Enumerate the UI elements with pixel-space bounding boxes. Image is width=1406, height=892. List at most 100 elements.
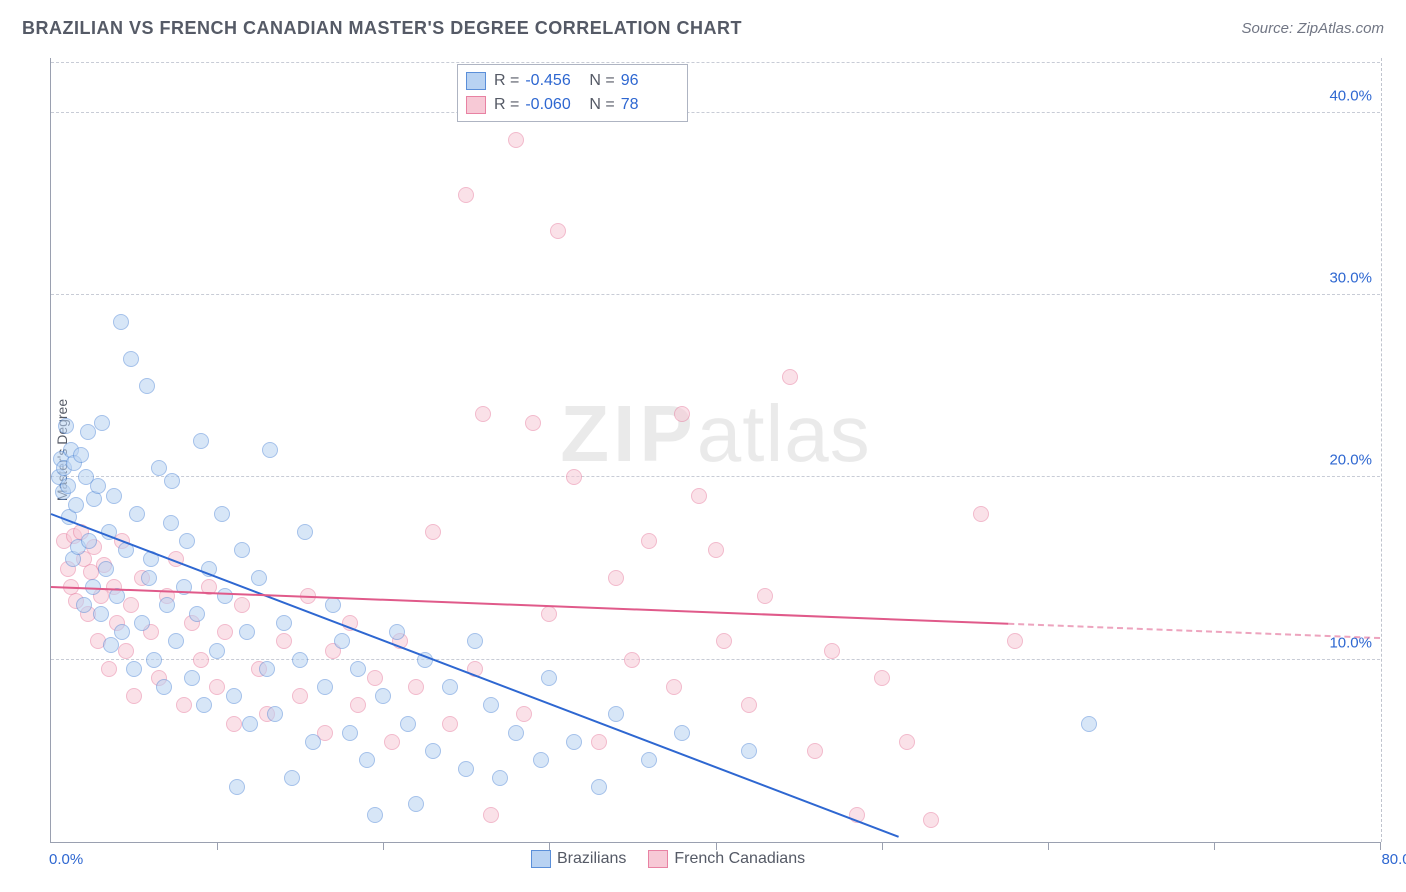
- data-point-french: [516, 706, 532, 722]
- data-point-brazilians: [566, 734, 582, 750]
- correlation-legend: R =-0.456N =96R =-0.060N =78: [457, 64, 688, 122]
- data-point-brazilians: [334, 633, 350, 649]
- data-point-french: [899, 734, 915, 750]
- data-point-brazilians: [317, 679, 333, 695]
- data-point-brazilians: [591, 779, 607, 795]
- data-point-brazilians: [139, 378, 155, 394]
- legend-item-french: French Canadians: [648, 850, 805, 868]
- data-point-brazilians: [483, 697, 499, 713]
- data-point-french: [101, 661, 117, 677]
- data-point-french: [508, 132, 524, 148]
- data-point-brazilians: [229, 779, 245, 795]
- data-point-brazilians: [674, 725, 690, 741]
- data-point-french: [608, 570, 624, 586]
- data-point-brazilians: [226, 688, 242, 704]
- chart-right-border: [1380, 58, 1382, 842]
- data-point-brazilians: [156, 679, 172, 695]
- legend-item-brazilians: Brazilians: [531, 850, 626, 868]
- data-point-french: [973, 506, 989, 522]
- data-point-brazilians: [113, 314, 129, 330]
- data-point-brazilians: [234, 542, 250, 558]
- data-point-brazilians: [262, 442, 278, 458]
- data-point-french: [757, 588, 773, 604]
- data-point-brazilians: [741, 743, 757, 759]
- data-point-brazilians: [184, 670, 200, 686]
- legend-swatch: [466, 72, 486, 90]
- data-point-brazilians: [1081, 716, 1097, 732]
- data-point-brazilians: [259, 661, 275, 677]
- series-legend: Brazilians French Canadians: [531, 850, 805, 868]
- x-tick-label-left: 0.0%: [49, 851, 83, 868]
- data-point-brazilians: [508, 725, 524, 741]
- data-point-french: [193, 652, 209, 668]
- data-point-brazilians: [342, 725, 358, 741]
- gridline-h-top: [51, 62, 1380, 63]
- x-tick: [1048, 842, 1049, 850]
- data-point-brazilians: [325, 597, 341, 613]
- data-point-brazilians: [163, 515, 179, 531]
- data-point-french: [350, 697, 366, 713]
- data-point-brazilians: [408, 796, 424, 812]
- data-point-brazilians: [76, 597, 92, 613]
- data-point-french: [691, 488, 707, 504]
- data-point-french: [591, 734, 607, 750]
- data-point-french: [550, 223, 566, 239]
- data-point-french: [874, 670, 890, 686]
- x-tick: [549, 842, 550, 850]
- data-point-brazilians: [217, 588, 233, 604]
- data-point-french: [217, 624, 233, 640]
- data-point-french: [234, 597, 250, 613]
- data-point-brazilians: [106, 488, 122, 504]
- header: BRAZILIAN VS FRENCH CANADIAN MASTER'S DE…: [22, 18, 1384, 39]
- data-point-french: [367, 670, 383, 686]
- y-tick-label: 20.0%: [1327, 452, 1372, 469]
- data-point-french: [425, 524, 441, 540]
- x-tick: [716, 842, 717, 850]
- data-point-brazilians: [94, 415, 110, 431]
- watermark: ZIPatlas: [560, 388, 870, 480]
- data-point-brazilians: [251, 570, 267, 586]
- data-point-french: [483, 807, 499, 823]
- data-point-brazilians: [492, 770, 508, 786]
- legend-swatch: [648, 850, 668, 868]
- data-point-brazilians: [641, 752, 657, 768]
- data-point-brazilians: [400, 716, 416, 732]
- data-point-brazilians: [533, 752, 549, 768]
- data-point-brazilians: [367, 807, 383, 823]
- data-point-brazilians: [214, 506, 230, 522]
- x-tick-label-right: 80.0%: [1381, 851, 1406, 868]
- data-point-brazilians: [189, 606, 205, 622]
- data-point-french: [666, 679, 682, 695]
- data-point-french: [276, 633, 292, 649]
- data-point-french: [674, 406, 690, 422]
- data-point-brazilians: [179, 533, 195, 549]
- data-point-brazilians: [134, 615, 150, 631]
- data-point-brazilians: [159, 597, 175, 613]
- data-point-french: [923, 812, 939, 828]
- data-point-brazilians: [425, 743, 441, 759]
- legend-row-french: R =-0.060N =78: [466, 93, 677, 117]
- data-point-brazilians: [193, 433, 209, 449]
- data-point-french: [641, 533, 657, 549]
- data-point-french: [566, 469, 582, 485]
- legend-row-brazilians: R =-0.456N =96: [466, 69, 677, 93]
- data-point-brazilians: [442, 679, 458, 695]
- data-point-brazilians: [458, 761, 474, 777]
- data-point-french: [126, 688, 142, 704]
- data-point-brazilians: [93, 606, 109, 622]
- source-label: Source: ZipAtlas.com: [1241, 20, 1384, 37]
- data-point-french: [807, 743, 823, 759]
- data-point-french: [209, 679, 225, 695]
- scatter-chart: Master's Degree ZIPatlas 10.0%20.0%30.0%…: [50, 58, 1380, 843]
- data-point-french: [1007, 633, 1023, 649]
- data-point-french: [741, 697, 757, 713]
- data-point-french: [384, 734, 400, 750]
- data-point-brazilians: [98, 561, 114, 577]
- data-point-brazilians: [375, 688, 391, 704]
- data-point-french: [458, 187, 474, 203]
- data-point-brazilians: [129, 506, 145, 522]
- y-tick-label: 30.0%: [1327, 270, 1372, 287]
- data-point-french: [782, 369, 798, 385]
- data-point-french: [624, 652, 640, 668]
- data-point-french: [708, 542, 724, 558]
